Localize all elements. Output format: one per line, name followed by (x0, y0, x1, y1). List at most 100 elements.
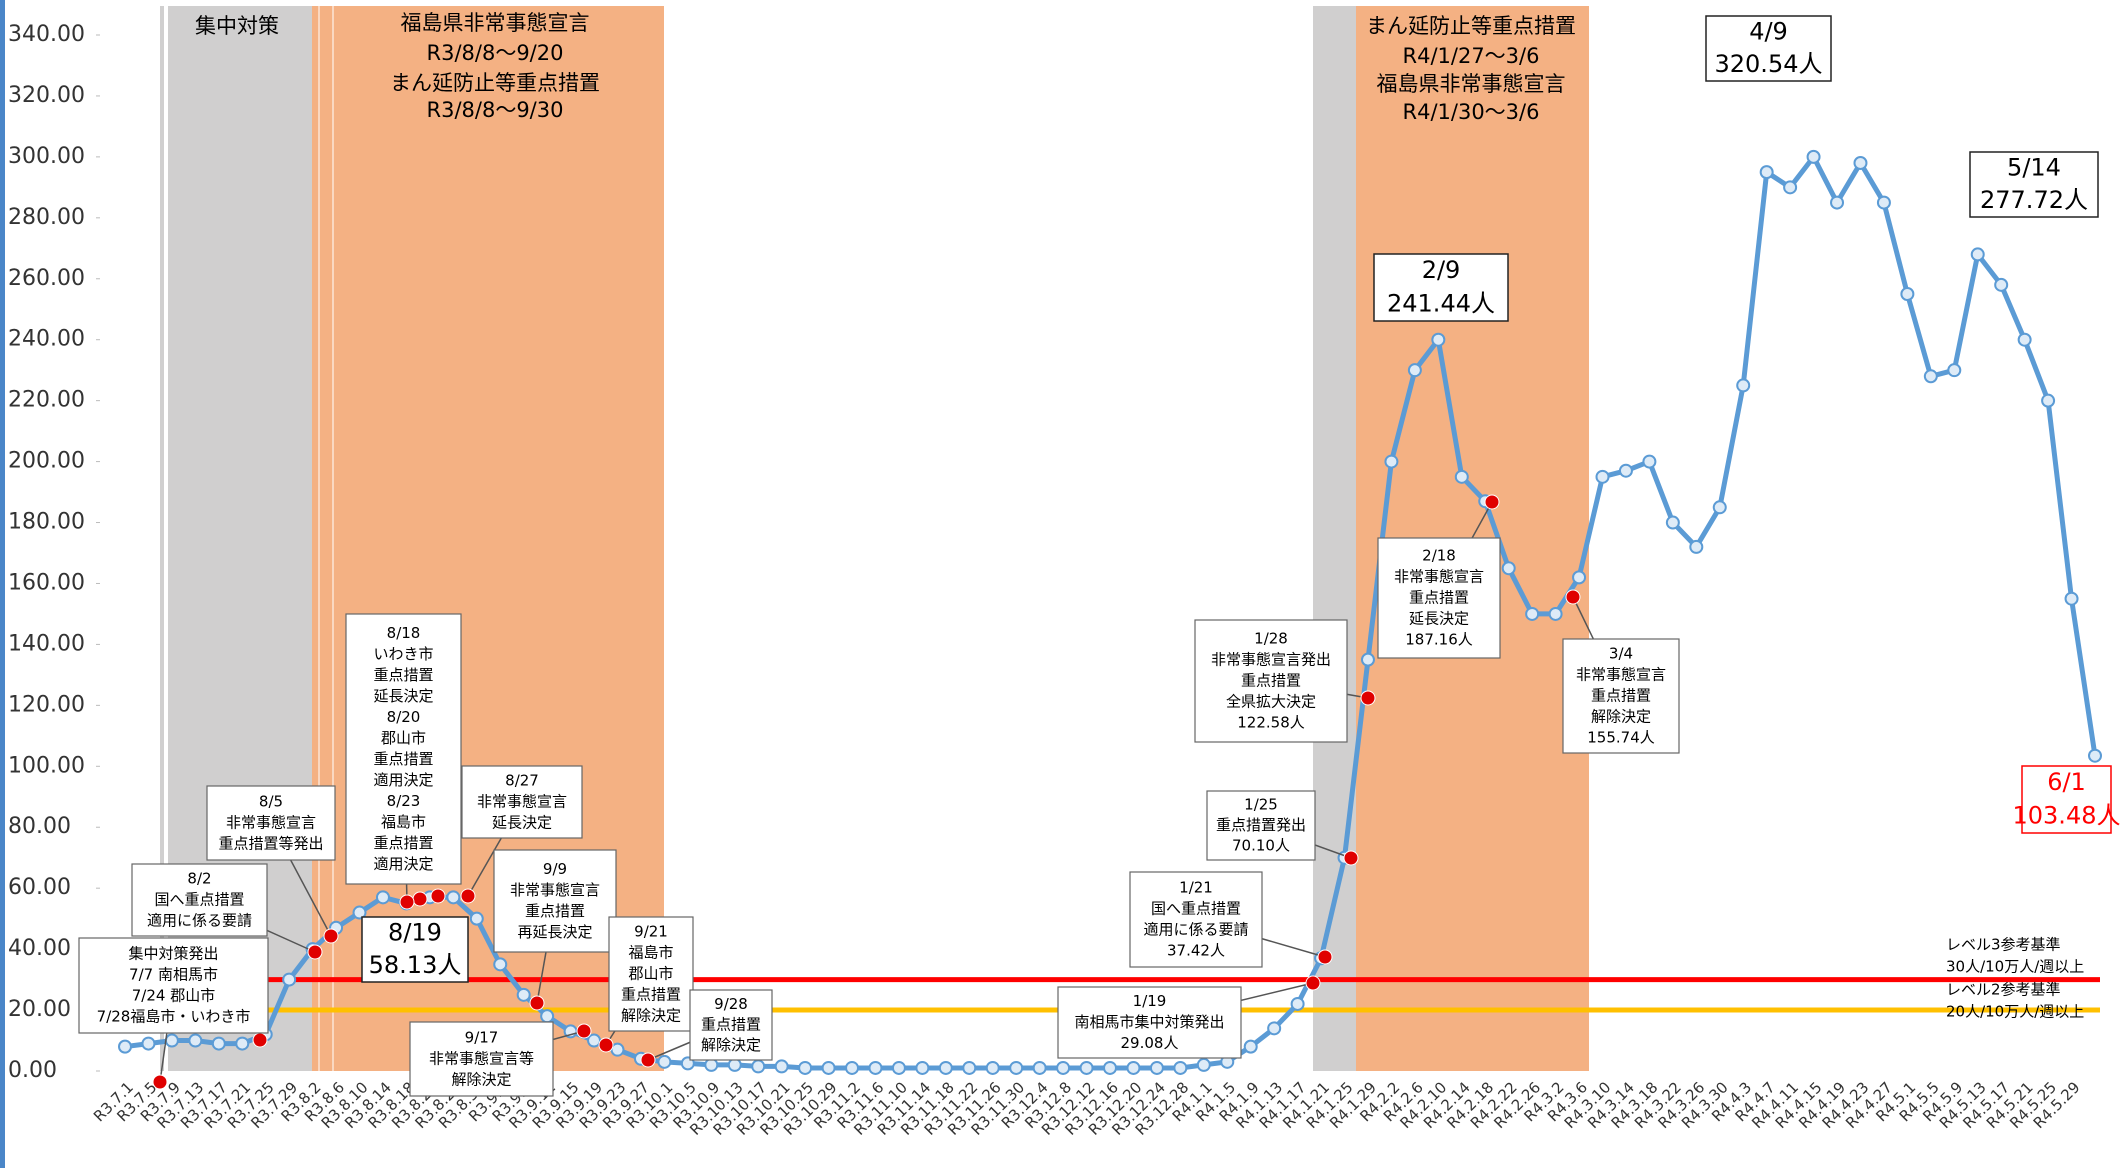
data-point (868, 1060, 883, 1075)
peak-text: 4/9 (1749, 17, 1788, 45)
data-point (1806, 149, 1821, 164)
y-tick-label: 100.00 (8, 753, 85, 778)
data-point (1923, 369, 1938, 384)
callout-text: 国へ重点措置 (1151, 900, 1241, 918)
callout-text: 延長決定 (492, 814, 552, 832)
data-point (1056, 1060, 1071, 1075)
data-point (1407, 363, 1422, 378)
data-point (1149, 1060, 1164, 1075)
event-dot (307, 944, 323, 960)
peak-text: 320.54人 (1715, 50, 1823, 78)
callout-box (461, 765, 583, 839)
y-tick-label: 220.00 (8, 388, 85, 413)
band-label: まん延防止等重点措置 (390, 71, 600, 95)
callout-box (409, 1021, 554, 1097)
band-label: R4/1/27～3/6 (1403, 44, 1540, 68)
event-dot (399, 894, 415, 910)
data-point (1243, 1039, 1258, 1054)
event-dot (576, 1023, 592, 1039)
event-dot (598, 1037, 614, 1053)
callout-text: 延長決定 (373, 687, 433, 705)
y-tick-label: 40.00 (8, 936, 71, 961)
callout-text: 集中対策発出 (128, 945, 218, 963)
callout-text: 重点措置等発出 (218, 835, 323, 853)
event-dot (430, 888, 446, 904)
callout-text: 8/20 (387, 708, 421, 726)
data-point (1384, 454, 1399, 469)
y-tick-label: 180.00 (8, 510, 85, 535)
callout-text: 延長決定 (1409, 610, 1469, 628)
callout-text: 郡山市 (628, 965, 673, 983)
reference-label: レベル2参考基準 (1946, 981, 2061, 999)
callout-text: 全県拡大決定 (1226, 693, 1316, 711)
callout-text: 適用に係る要請 (147, 912, 252, 930)
peak-box (361, 916, 469, 983)
callout-box (78, 937, 269, 1034)
callout-text: 国へ重点措置 (154, 891, 244, 909)
y-tick-label: 200.00 (8, 449, 85, 474)
callout-text: 非常事態宣言 (1394, 568, 1484, 586)
band-label: 集中対策 (195, 14, 279, 38)
y-tick-label: 20.00 (8, 997, 71, 1022)
callout-text: 122.58人 (1237, 714, 1305, 732)
band-label: 福島県非常事態宣言 (401, 11, 590, 35)
data-point (1900, 287, 1915, 301)
data-point (962, 1060, 977, 1075)
callout-text: 重点措置 (373, 666, 433, 684)
data-point (1196, 1057, 1211, 1072)
data-point (1525, 606, 1540, 621)
data-point (516, 987, 531, 1002)
callout-box (1206, 790, 1316, 861)
callout-text: 解除決定 (451, 1071, 511, 1089)
callout-text: 155.74人 (1587, 729, 1655, 747)
data-point (1572, 570, 1587, 585)
peak-text: 58.13人 (369, 951, 462, 979)
y-tick-label: 160.00 (8, 570, 85, 595)
callout-text: 8/18 (387, 624, 421, 642)
band-gray (160, 6, 164, 1071)
callout-text: 非常事態宣言 (477, 793, 567, 811)
data-point (164, 1033, 179, 1048)
callout-text: 9/9 (543, 860, 567, 878)
callout-text: 29.08人 (1121, 1034, 1179, 1052)
callout-text: 重点措置 (701, 1016, 761, 1034)
callout-text: 重点措置 (1409, 589, 1469, 607)
band-stripe (332, 6, 334, 1071)
event-dot (1343, 850, 1359, 866)
data-point (2041, 393, 2056, 408)
y-tick-label: 80.00 (8, 814, 71, 839)
peak-text: 8/19 (388, 918, 442, 946)
event-dot (252, 1032, 268, 1048)
data-point (446, 890, 461, 905)
callout-text: 福島市 (381, 813, 426, 831)
callout-text: 重点措置 (621, 986, 681, 1004)
data-point (587, 1033, 602, 1048)
data-point (798, 1060, 813, 1075)
callout-box (206, 785, 336, 861)
data-point (1830, 195, 1845, 210)
callout-text: 9/17 (465, 1029, 499, 1047)
band-label: 福島県非常事態宣言 (1377, 72, 1566, 96)
callout-box (493, 849, 617, 953)
callout-text: 非常事態宣言 (1576, 666, 1666, 684)
data-point (985, 1060, 1000, 1075)
event-dot (152, 1074, 168, 1090)
callout-box (1129, 871, 1263, 968)
peak-text: 277.72人 (1980, 186, 2088, 214)
data-point (1032, 1060, 1047, 1075)
data-point (1970, 247, 1985, 262)
peak-box (1705, 15, 1832, 82)
peak-text: 6/1 (2047, 768, 2086, 796)
data-point (1712, 500, 1727, 515)
data-point (141, 1036, 156, 1051)
event-dot (412, 891, 428, 907)
y-tick-label: 240.00 (8, 327, 85, 352)
callout-text: 解除決定 (701, 1036, 761, 1054)
data-point (1431, 332, 1446, 347)
callout-text: 郡山市 (381, 729, 426, 747)
data-point (211, 1036, 226, 1051)
peak-text: 2/9 (1422, 256, 1461, 284)
callout-text: 非常事態宣言 (226, 814, 316, 832)
data-point (2064, 591, 2079, 606)
